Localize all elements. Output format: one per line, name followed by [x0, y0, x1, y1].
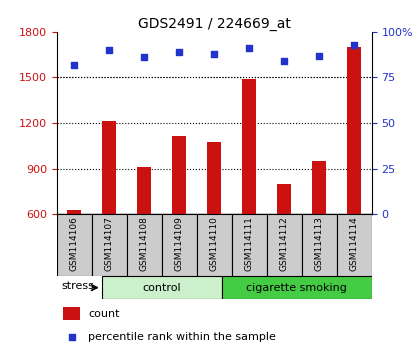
Text: GSM114106: GSM114106 [70, 216, 79, 271]
Text: count: count [88, 309, 120, 319]
Bar [67, 210, 81, 214]
Bar [207, 142, 221, 214]
Text: GSM114112: GSM114112 [280, 216, 289, 271]
Point [141, 55, 147, 60]
Title: GDS2491 / 224669_at: GDS2491 / 224669_at [138, 17, 291, 31]
Bar [172, 136, 186, 214]
Text: GSM114114: GSM114114 [350, 216, 359, 271]
Bar [127, 214, 162, 276]
Bar [92, 214, 127, 276]
Text: percentile rank within the sample: percentile rank within the sample [88, 332, 276, 342]
Text: GSM114108: GSM114108 [140, 216, 149, 271]
Bar [347, 47, 361, 214]
Bar [137, 167, 151, 214]
Bar [63, 307, 80, 320]
Point [316, 53, 323, 58]
Text: stress: stress [61, 281, 94, 291]
Bar [57, 214, 92, 276]
Bar [222, 276, 372, 299]
Bar [162, 214, 197, 276]
Text: cigarette smoking: cigarette smoking [246, 282, 347, 293]
Bar [302, 214, 337, 276]
Bar [232, 214, 267, 276]
Point [351, 42, 357, 47]
Bar [312, 161, 326, 214]
Point [176, 49, 183, 55]
Point [246, 45, 252, 51]
Text: GSM114109: GSM114109 [175, 216, 184, 271]
Text: GSM114113: GSM114113 [315, 216, 324, 271]
Bar [102, 276, 222, 299]
Bar [197, 214, 232, 276]
Text: GSM114110: GSM114110 [210, 216, 219, 271]
Bar [337, 214, 372, 276]
Bar [277, 184, 291, 214]
Bar [267, 214, 302, 276]
Point [211, 51, 218, 57]
Bar [242, 79, 256, 214]
Text: GSM114107: GSM114107 [105, 216, 114, 271]
Point [68, 334, 75, 339]
Bar [102, 121, 116, 214]
Point [281, 58, 288, 64]
Text: control: control [142, 282, 181, 293]
Text: GSM114111: GSM114111 [245, 216, 254, 271]
Point [71, 62, 78, 68]
Point [106, 47, 113, 53]
